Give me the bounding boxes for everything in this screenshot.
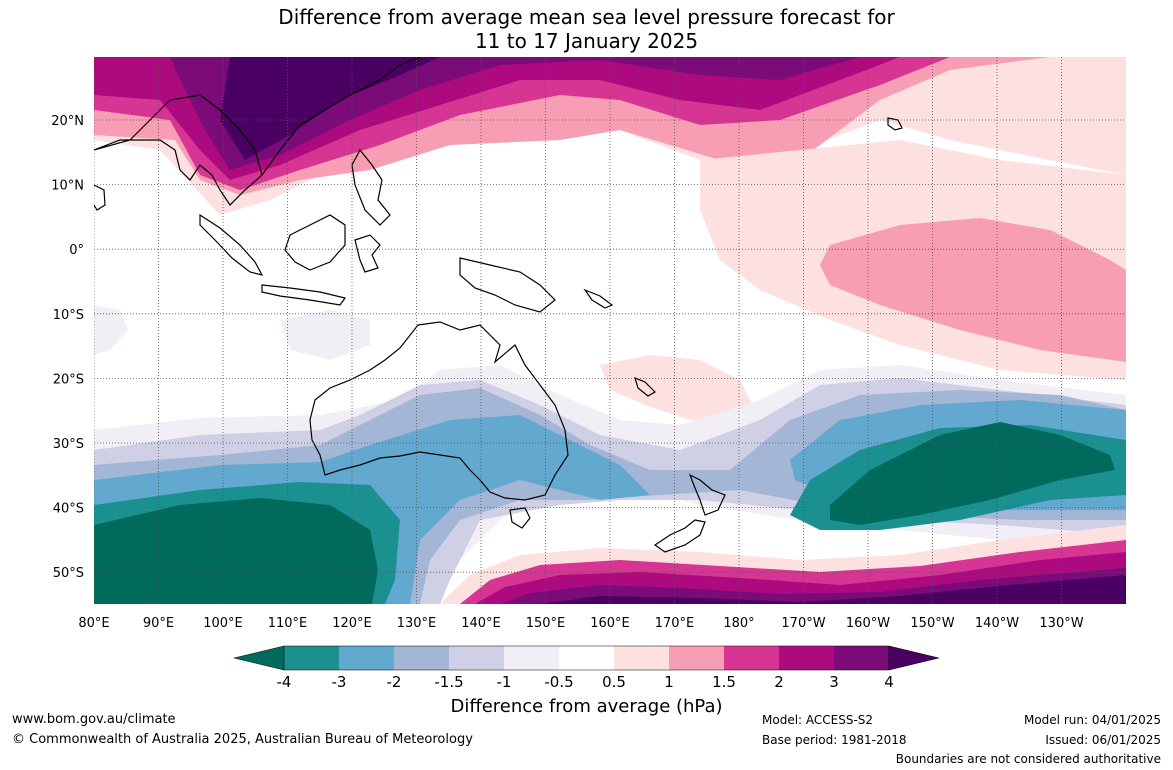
colorbar-max-arrow: [888, 645, 940, 671]
longitude-label: 80°E: [78, 616, 109, 631]
longitude-label: 170°W: [781, 616, 825, 631]
base-period: Base period: 1981-2018: [762, 733, 907, 747]
colorbar-tick-label: -4: [277, 673, 292, 691]
colorbar-segment: [449, 646, 504, 670]
latitude-label: 20°S: [53, 372, 84, 387]
colorbar: [233, 645, 940, 671]
tasman-positive-patch: [600, 355, 755, 425]
colorbar-tick-label: 1.5: [712, 673, 736, 691]
colorbar-segment: [504, 646, 559, 670]
colorbar-segment: [724, 646, 779, 670]
latitude-label: 40°S: [53, 502, 84, 517]
colorbar-segment: [339, 646, 394, 670]
borneo-outline: [284, 214, 346, 271]
longitude-label: 150°W: [910, 616, 954, 631]
colorbar-tick-label: 3: [829, 673, 839, 691]
colorbar-tick-label: -3: [332, 673, 347, 691]
sulawesi-outline: [354, 234, 381, 273]
new-caledonia-outline: [583, 288, 614, 309]
longitude-labels: 80°E 90°E 100°E 110°E 120°E 130°E 140°E 150°E 16…: [78, 616, 1083, 631]
pressure-anomaly-field: [94, 57, 1126, 604]
colorbar-tick-label: -2: [387, 673, 402, 691]
coastlines: [94, 57, 903, 553]
longitude-label: 130°E: [397, 616, 437, 631]
map-title-line2: 11 to 17 January 2025: [474, 29, 699, 53]
colorbar-min-arrow: [233, 645, 285, 671]
colorbar-segment: [834, 646, 889, 670]
colorbar-segment: [614, 646, 669, 670]
colorbar-segment: [559, 646, 614, 670]
positive-anomaly-south-4: [540, 575, 1126, 604]
issued-date: Issued: 06/01/2025: [1045, 733, 1161, 747]
latitude-label: 0°: [69, 243, 84, 258]
colorbar-tick-label: -1.5: [434, 673, 463, 691]
mainland-sea-outline: [94, 94, 263, 206]
longitude-label: 120°E: [332, 616, 372, 631]
colorbar-tick-labels: -4 -3 -2 -1.5 -1 -0.5 0.5 1 1.5 2 3 4: [277, 673, 894, 691]
anomaly-neg4-south: [94, 422, 1115, 604]
colorbar-segment: [394, 646, 449, 670]
longitude-label: 90°E: [143, 616, 174, 631]
philippines-outline: [351, 148, 391, 226]
sri-lanka-outline: [94, 184, 106, 211]
new-zealand-north: [688, 473, 726, 516]
latitude-label: 50°S: [53, 566, 84, 581]
colorbar-frame: [283, 645, 890, 671]
china-coast-outline: [261, 57, 421, 176]
australia-outline: [309, 321, 569, 501]
website-link[interactable]: www.bom.gov.au/climate: [12, 712, 176, 727]
longitude-label: 100°E: [203, 616, 243, 631]
latitude-labels: 20°N 10°N 0° 10°S 20°S 30°S 40°S 50°S: [51, 114, 84, 581]
new-guinea-outline: [459, 257, 556, 313]
longitude-label: 110°E: [268, 616, 308, 631]
colorbar-segment: [669, 646, 724, 670]
colorbar-tick-label: 1: [664, 673, 674, 691]
colorbar-tick-label: 4: [884, 673, 894, 691]
java-outline: [261, 284, 347, 306]
latitude-label: 10°S: [53, 308, 84, 323]
sumatra-outline: [199, 213, 264, 276]
gridlines: [94, 57, 1126, 604]
tasmania-outline: [509, 507, 531, 529]
fiji-outline: [634, 376, 656, 397]
light-negative-patch-west: [94, 305, 128, 355]
latitude-label: 20°N: [51, 114, 84, 129]
light-negative-patch-timor: [280, 310, 370, 360]
model-name: Model: ACCESS-S2: [762, 713, 874, 727]
anomaly-4-north: [220, 57, 440, 160]
colorbar-tick-label: 2: [774, 673, 784, 691]
boundaries-disclaimer: Boundaries are not considered authoritat…: [895, 752, 1161, 766]
longitude-label: 180°: [723, 616, 754, 631]
latitude-label: 30°S: [53, 437, 84, 452]
longitude-label: 140°W: [975, 616, 1019, 631]
longitude-label: 170°E: [655, 616, 695, 631]
map-title-line1: Difference from average mean sea level p…: [278, 5, 895, 29]
latitude-label: 10°N: [51, 179, 84, 194]
longitude-label: 130°W: [1039, 616, 1083, 631]
copyright-text: © Commonwealth of Australia 2025, Austra…: [12, 732, 473, 747]
hawaii-outline: [887, 117, 903, 131]
new-zealand-south: [653, 519, 706, 553]
colorbar-label: Difference from average (hPa): [450, 696, 723, 717]
colorbar-tick-label: -0.5: [544, 673, 573, 691]
colorbar-tick-label: -1: [497, 673, 512, 691]
longitude-label: 160°E: [590, 616, 630, 631]
model-run-date: Model run: 04/01/2025: [1023, 713, 1161, 727]
colorbar-segment: [284, 646, 339, 670]
equatorial-1_5-patch: [820, 218, 1126, 362]
longitude-label: 150°E: [526, 616, 566, 631]
colorbar-tick-label: 0.5: [602, 673, 626, 691]
colorbar-segment: [779, 646, 834, 670]
longitude-label: 160°W: [846, 616, 890, 631]
longitude-label: 140°E: [461, 616, 501, 631]
